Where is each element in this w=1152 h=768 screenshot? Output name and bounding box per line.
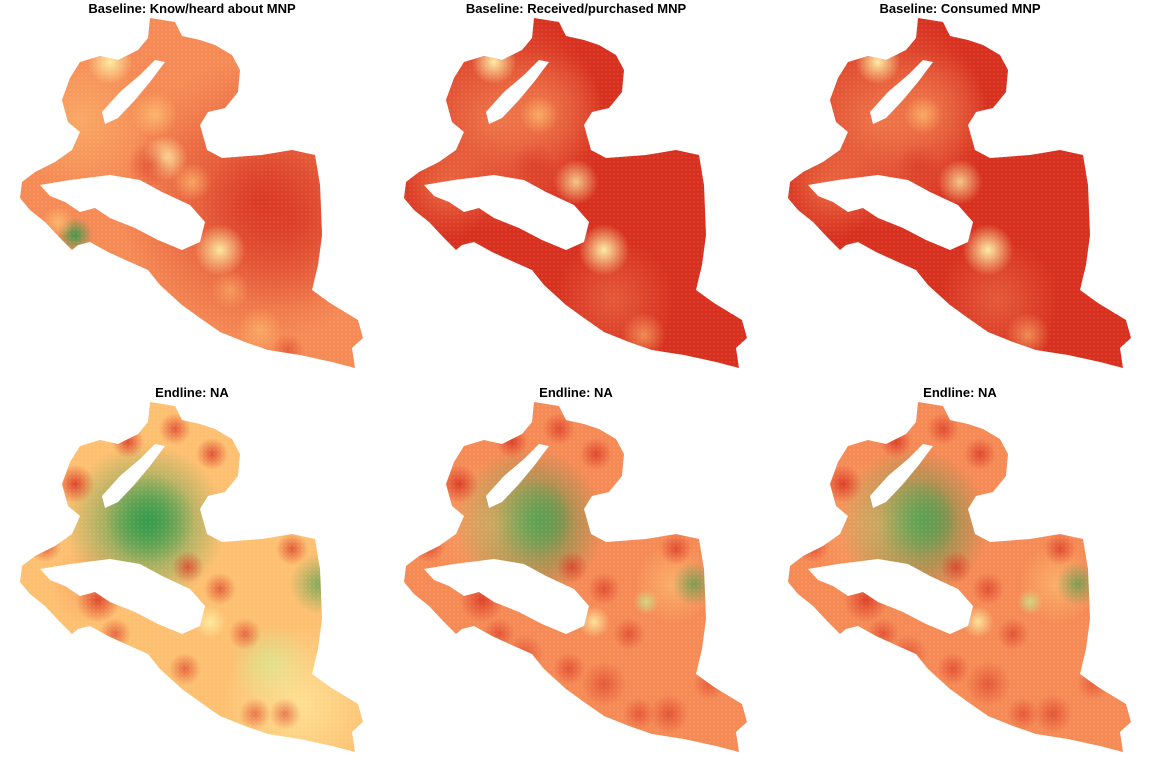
panel-endline-1: Endline: NA [0,384,384,768]
lake-main [808,559,973,634]
panel-title: Baseline: Received/purchased MNP [465,1,687,16]
lake-main [424,175,589,250]
panel-baseline-know: Baseline: Know/heard about MNP [0,0,384,384]
lake-upper [870,444,933,508]
panel-title: Endline: NA [923,385,997,400]
lake-main [424,559,589,634]
lake-upper [102,60,165,124]
choropleth-map [20,402,363,752]
panel-endline-2: Endline: NA [384,384,768,768]
lake-main [40,175,205,250]
lake-upper [870,60,933,124]
choropleth-map [788,18,1131,368]
lake-upper [486,60,549,124]
choropleth-map [404,18,747,368]
choropleth-map [788,402,1131,752]
lake-main [808,175,973,250]
lake-upper [102,444,165,508]
panel-title: Baseline: Consumed MNP [879,1,1041,16]
choropleth-map [20,18,363,368]
panel-baseline-consumed: Baseline: Consumed MNP [768,0,1152,384]
lake-main [40,559,205,634]
panel-title: Endline: NA [155,385,229,400]
panel-endline-3: Endline: NA [768,384,1152,768]
panel-title: Endline: NA [539,385,613,400]
panel-title: Baseline: Know/heard about MNP [88,1,296,16]
choropleth-map [404,402,747,752]
lake-upper [486,444,549,508]
panel-baseline-received: Baseline: Received/purchased MNP [384,0,768,384]
